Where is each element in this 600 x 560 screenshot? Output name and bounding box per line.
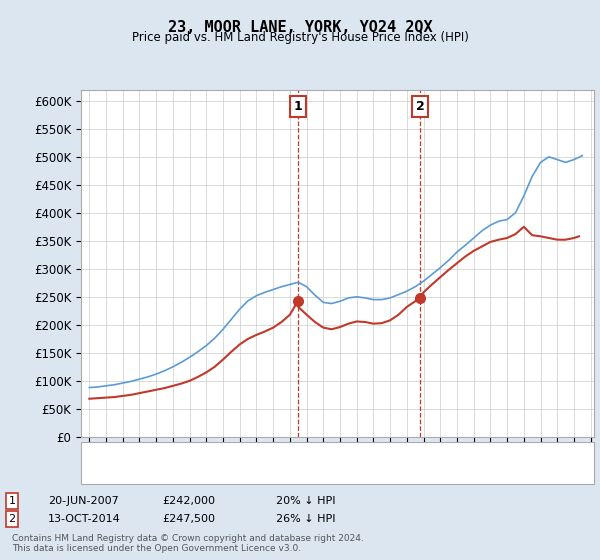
Text: 2: 2 [416,100,424,113]
Text: 2: 2 [8,514,16,524]
Text: 1: 1 [293,100,302,113]
Text: 20-JUN-2007: 20-JUN-2007 [48,496,119,506]
Text: 13-OCT-2014: 13-OCT-2014 [48,514,121,524]
Text: 26% ↓ HPI: 26% ↓ HPI [276,514,335,524]
Text: 23, MOOR LANE, YORK, YO24 2QX (detached house): 23, MOOR LANE, YORK, YO24 2QX (detached … [133,449,404,459]
Text: 20% ↓ HPI: 20% ↓ HPI [276,496,335,506]
Text: HPI: Average price, detached house, York: HPI: Average price, detached house, York [123,466,338,477]
Text: ─────: ───── [93,466,122,477]
Text: £247,500: £247,500 [162,514,215,524]
Text: £242,000: £242,000 [162,496,215,506]
Text: Price paid vs. HM Land Registry's House Price Index (HPI): Price paid vs. HM Land Registry's House … [131,31,469,44]
Text: 23, MOOR LANE, YORK, YO24 2QX (detached house): 23, MOOR LANE, YORK, YO24 2QX (detached … [123,446,394,456]
Text: 23, MOOR LANE, YORK, YO24 2QX: 23, MOOR LANE, YORK, YO24 2QX [167,20,433,35]
Text: Contains HM Land Registry data © Crown copyright and database right 2024.
This d: Contains HM Land Registry data © Crown c… [12,534,364,553]
Text: ─────: ───── [93,446,122,456]
Text: HPI: Average price, detached house, York: HPI: Average price, detached house, York [133,468,347,478]
Text: 1: 1 [8,496,16,506]
